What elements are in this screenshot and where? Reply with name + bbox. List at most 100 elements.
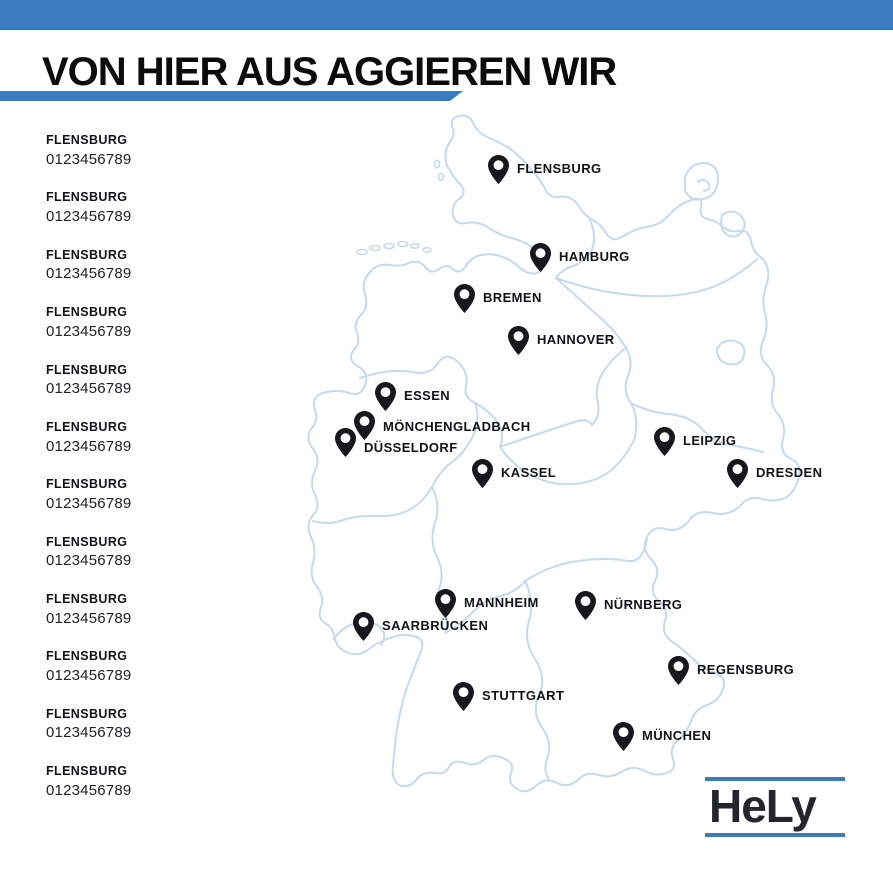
contact-entry: FLENSBURG 0123456789 (46, 190, 246, 226)
contact-name: FLENSBURG (46, 706, 128, 721)
page-title: VON HIER AUS AGGIEREN WIR (42, 50, 617, 94)
contact-phone: 0123456789 (46, 609, 132, 627)
map-pin-icon (454, 284, 475, 313)
logo-text: HeLy (709, 780, 817, 832)
map-pin-icon (354, 411, 375, 440)
logo-top-bar (705, 777, 845, 781)
top-accent-bar (0, 0, 893, 30)
contact-list: FLENSBURG 0123456789 FLENSBURG 0123456789 FL… (46, 133, 246, 822)
logo: HeLy (705, 777, 845, 837)
island (422, 247, 432, 254)
city-pin-mnchengladbach: MÖNCHENGLADBACH (354, 411, 531, 440)
contact-name: FLENSBURG (46, 419, 128, 434)
contact-entry: FLENSBURG 0123456789 (46, 477, 246, 513)
map-pin-icon (453, 682, 474, 711)
city-label: LEIPZIG (683, 433, 737, 448)
map-pin-icon (508, 326, 529, 355)
map-pin-icon (668, 656, 689, 685)
state-border (499, 402, 638, 486)
contact-entry: FLENSBURG 0123456789 (46, 764, 246, 800)
logo-bottom-bar (705, 832, 845, 837)
contact-name: FLENSBURG (46, 247, 128, 262)
island-ruegen (684, 161, 720, 201)
island (410, 243, 420, 250)
city-label: MÖNCHENGLADBACH (383, 419, 531, 434)
city-label: BREMEN (483, 290, 542, 305)
contact-phone: 0123456789 (46, 208, 132, 225)
city-pin-dsseldorf: DÜSSELDORF (335, 428, 458, 457)
contact-name: FLENSBURG (46, 477, 128, 492)
state-border (630, 402, 764, 453)
state-border-berlin (716, 339, 746, 366)
contact-phone: 0123456789 (46, 322, 132, 340)
contact-phone: 0123456789 (46, 552, 132, 570)
contact-entry: FLENSBURG 0123456789 (46, 707, 246, 743)
city-label: NÜRNBERG (604, 597, 683, 612)
island-ruegen-notch (697, 178, 711, 192)
map-pin-icon (353, 612, 374, 641)
city-pin-regensburg: REGENSBURG (668, 656, 794, 685)
title-underline-bar (0, 91, 463, 101)
germany-map-outline (307, 114, 801, 793)
island (433, 159, 441, 169)
island (383, 242, 395, 250)
contact-name: FLENSBURG (46, 362, 128, 377)
city-pin-essen: ESSEN (375, 382, 450, 411)
map-pin-icon (654, 427, 675, 456)
city-label: MANNHEIM (464, 595, 539, 610)
island (437, 172, 445, 182)
city-pin-bremen: BREMEN (454, 284, 542, 313)
contact-name: FLENSBURG (46, 649, 128, 664)
city-pin-flensburg: FLENSBURG (488, 155, 602, 184)
map-pin-icon (530, 243, 551, 272)
contact-entry: FLENSBURG 0123456789 (46, 649, 246, 685)
island-usedom (720, 210, 746, 238)
state-border (624, 347, 632, 404)
state-border (444, 580, 526, 634)
city-pin-mnchen: MÜNCHEN (613, 722, 711, 751)
island (397, 240, 409, 248)
contact-name: FLENSBURG (46, 133, 128, 147)
contact-name: FLENSBURG (46, 592, 128, 606)
map-pin-icon (335, 428, 356, 457)
map-pin-icon (727, 459, 748, 488)
city-pin-dresden: DRESDEN (727, 459, 822, 488)
contact-entry: FLENSBURG 0123456789 (46, 133, 246, 169)
map-pin-icon (435, 589, 456, 618)
contact-phone: 0123456789 (46, 667, 132, 684)
state-border (591, 347, 627, 426)
city-label: STUTTGART (482, 688, 565, 703)
island (356, 248, 368, 256)
state-border (499, 419, 593, 448)
city-label: DÜSSELDORF (364, 440, 458, 455)
contact-phone: 0123456789 (46, 150, 132, 168)
city-label: REGENSBURG (697, 662, 795, 677)
city-pin-saarbrcken: SAARBRÜCKEN (353, 612, 488, 641)
city-label: SAARBRÜCKEN (382, 618, 489, 633)
map-pin-icon (575, 591, 596, 620)
germany-border (307, 114, 801, 793)
city-label: DRESDEN (756, 465, 823, 480)
contact-entry: FLENSBURG 0123456789 (46, 248, 246, 284)
city-label: HANNOVER (537, 332, 615, 347)
city-pin-stuttgart: STUTTGART (453, 682, 564, 711)
contact-phone: 0123456789 (46, 494, 132, 512)
city-label: FLENSBURG (517, 161, 602, 176)
city-label: KASSEL (501, 465, 557, 480)
contact-name: FLENSBURG (46, 190, 128, 205)
contact-name: FLENSBURG (46, 534, 128, 549)
city-label: HAMBURG (559, 249, 630, 264)
island (369, 244, 381, 252)
contact-phone: 0123456789 (46, 265, 132, 283)
state-border (312, 402, 479, 524)
state-border (359, 355, 504, 448)
contact-entry: FLENSBURG 0123456789 (46, 592, 246, 628)
contact-name: FLENSBURG (46, 305, 128, 320)
contact-phone: 0123456789 (46, 724, 132, 742)
contact-phone: 0123456789 (46, 781, 132, 799)
map-pin-icon (472, 459, 493, 488)
contact-entry: FLENSBURG 0123456789 (46, 420, 246, 456)
city-label: ESSEN (404, 388, 451, 403)
city-pin-mannheim: MANNHEIM (435, 589, 539, 618)
